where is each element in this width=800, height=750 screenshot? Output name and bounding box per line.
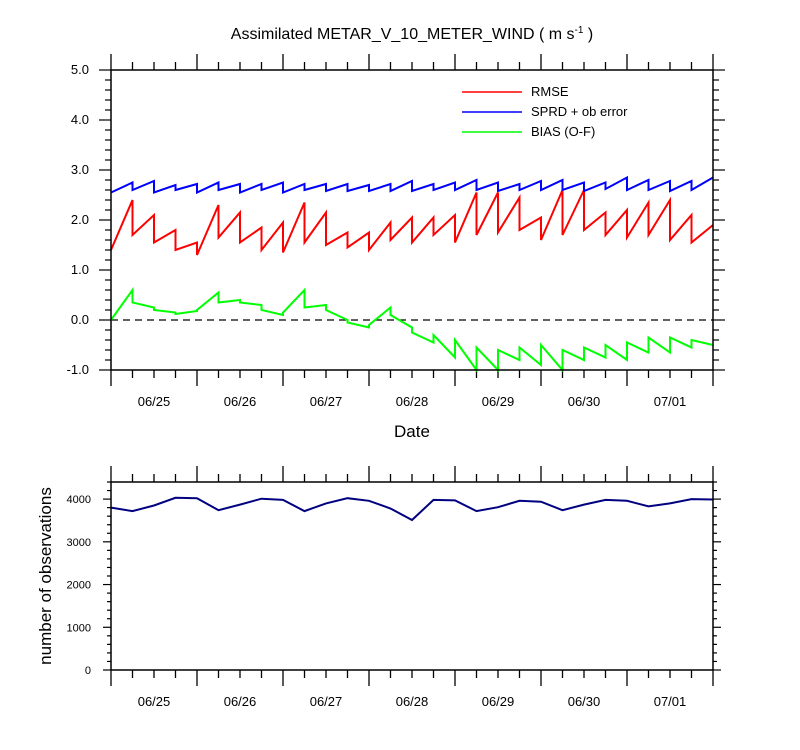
legend-label: SPRD + ob error — [531, 104, 628, 119]
y-tick-label: 0 — [85, 665, 91, 677]
y-tick-label: 4.0 — [71, 112, 89, 127]
x-tick-label: 06/30 — [568, 694, 601, 709]
series-line-series-0 — [110, 496, 714, 522]
bottom-x-tick-labels: 06/25 06/26 06/27 06/28 06/29 06/30 07/01 — [138, 694, 687, 709]
x-tick-label: 06/28 — [396, 394, 429, 409]
y-tick-label: 4000 — [67, 494, 91, 506]
x-tick-label: 06/29 — [482, 394, 515, 409]
y-tick-label: 0.0 — [71, 312, 89, 327]
top-x-axis-label: Date — [394, 422, 430, 441]
x-tick-label: 07/01 — [654, 694, 687, 709]
series-line-rmse — [110, 189, 714, 256]
x-tick-label: 06/27 — [310, 694, 343, 709]
top-chart: Assimilated METAR_V_10_METER_WIND ( m s-… — [67, 25, 725, 441]
top-chart-title: Assimilated METAR_V_10_METER_WIND ( m s-… — [231, 25, 593, 43]
top-x-tick-labels: 06/25 06/26 06/27 06/28 06/29 06/30 07/01 — [138, 394, 687, 409]
y-tick-label: 5.0 — [71, 62, 89, 77]
x-tick-label: 06/29 — [482, 694, 515, 709]
x-tick-label: 06/25 — [138, 694, 171, 709]
x-tick-label: 07/01 — [654, 394, 687, 409]
x-tick-label: 06/26 — [224, 394, 257, 409]
x-tick-label: 06/30 — [568, 394, 601, 409]
bottom-y-axis-label: number of observations — [36, 487, 55, 665]
top-plot-frame — [110, 69, 714, 371]
y-tick-label: 1000 — [67, 622, 91, 634]
y-tick-label: -1.0 — [67, 362, 89, 377]
bottom-series — [110, 496, 714, 522]
y-tick-label: 2.0 — [71, 212, 89, 227]
bottom-y-tick-labels: 4000 3000 2000 1000 0 — [67, 494, 91, 677]
x-tick-label: 06/28 — [396, 694, 429, 709]
bottom-plot-frame — [110, 481, 714, 671]
x-tick-label: 06/26 — [224, 694, 257, 709]
top-tick-marks — [99, 54, 725, 386]
legend: RMSE SPRD + ob error BIAS (O-F) — [462, 84, 628, 139]
title-superscript: -1 — [575, 25, 584, 36]
legend-label: BIAS (O-F) — [531, 124, 595, 139]
series-line-bias-o-f — [110, 286, 714, 374]
series-line-sprd-ob-error — [110, 175, 714, 195]
y-tick-label: 3000 — [67, 537, 91, 549]
top-y-tick-labels: 5.0 4.0 3.0 2.0 1.0 0.0 -1.0 — [67, 62, 89, 377]
x-tick-label: 06/27 — [310, 394, 343, 409]
legend-label: RMSE — [531, 84, 569, 99]
y-tick-label: 1.0 — [71, 262, 89, 277]
top-series — [110, 175, 714, 374]
y-tick-label: 3.0 — [71, 162, 89, 177]
y-tick-label: 2000 — [67, 580, 91, 592]
x-tick-label: 06/25 — [138, 394, 171, 409]
